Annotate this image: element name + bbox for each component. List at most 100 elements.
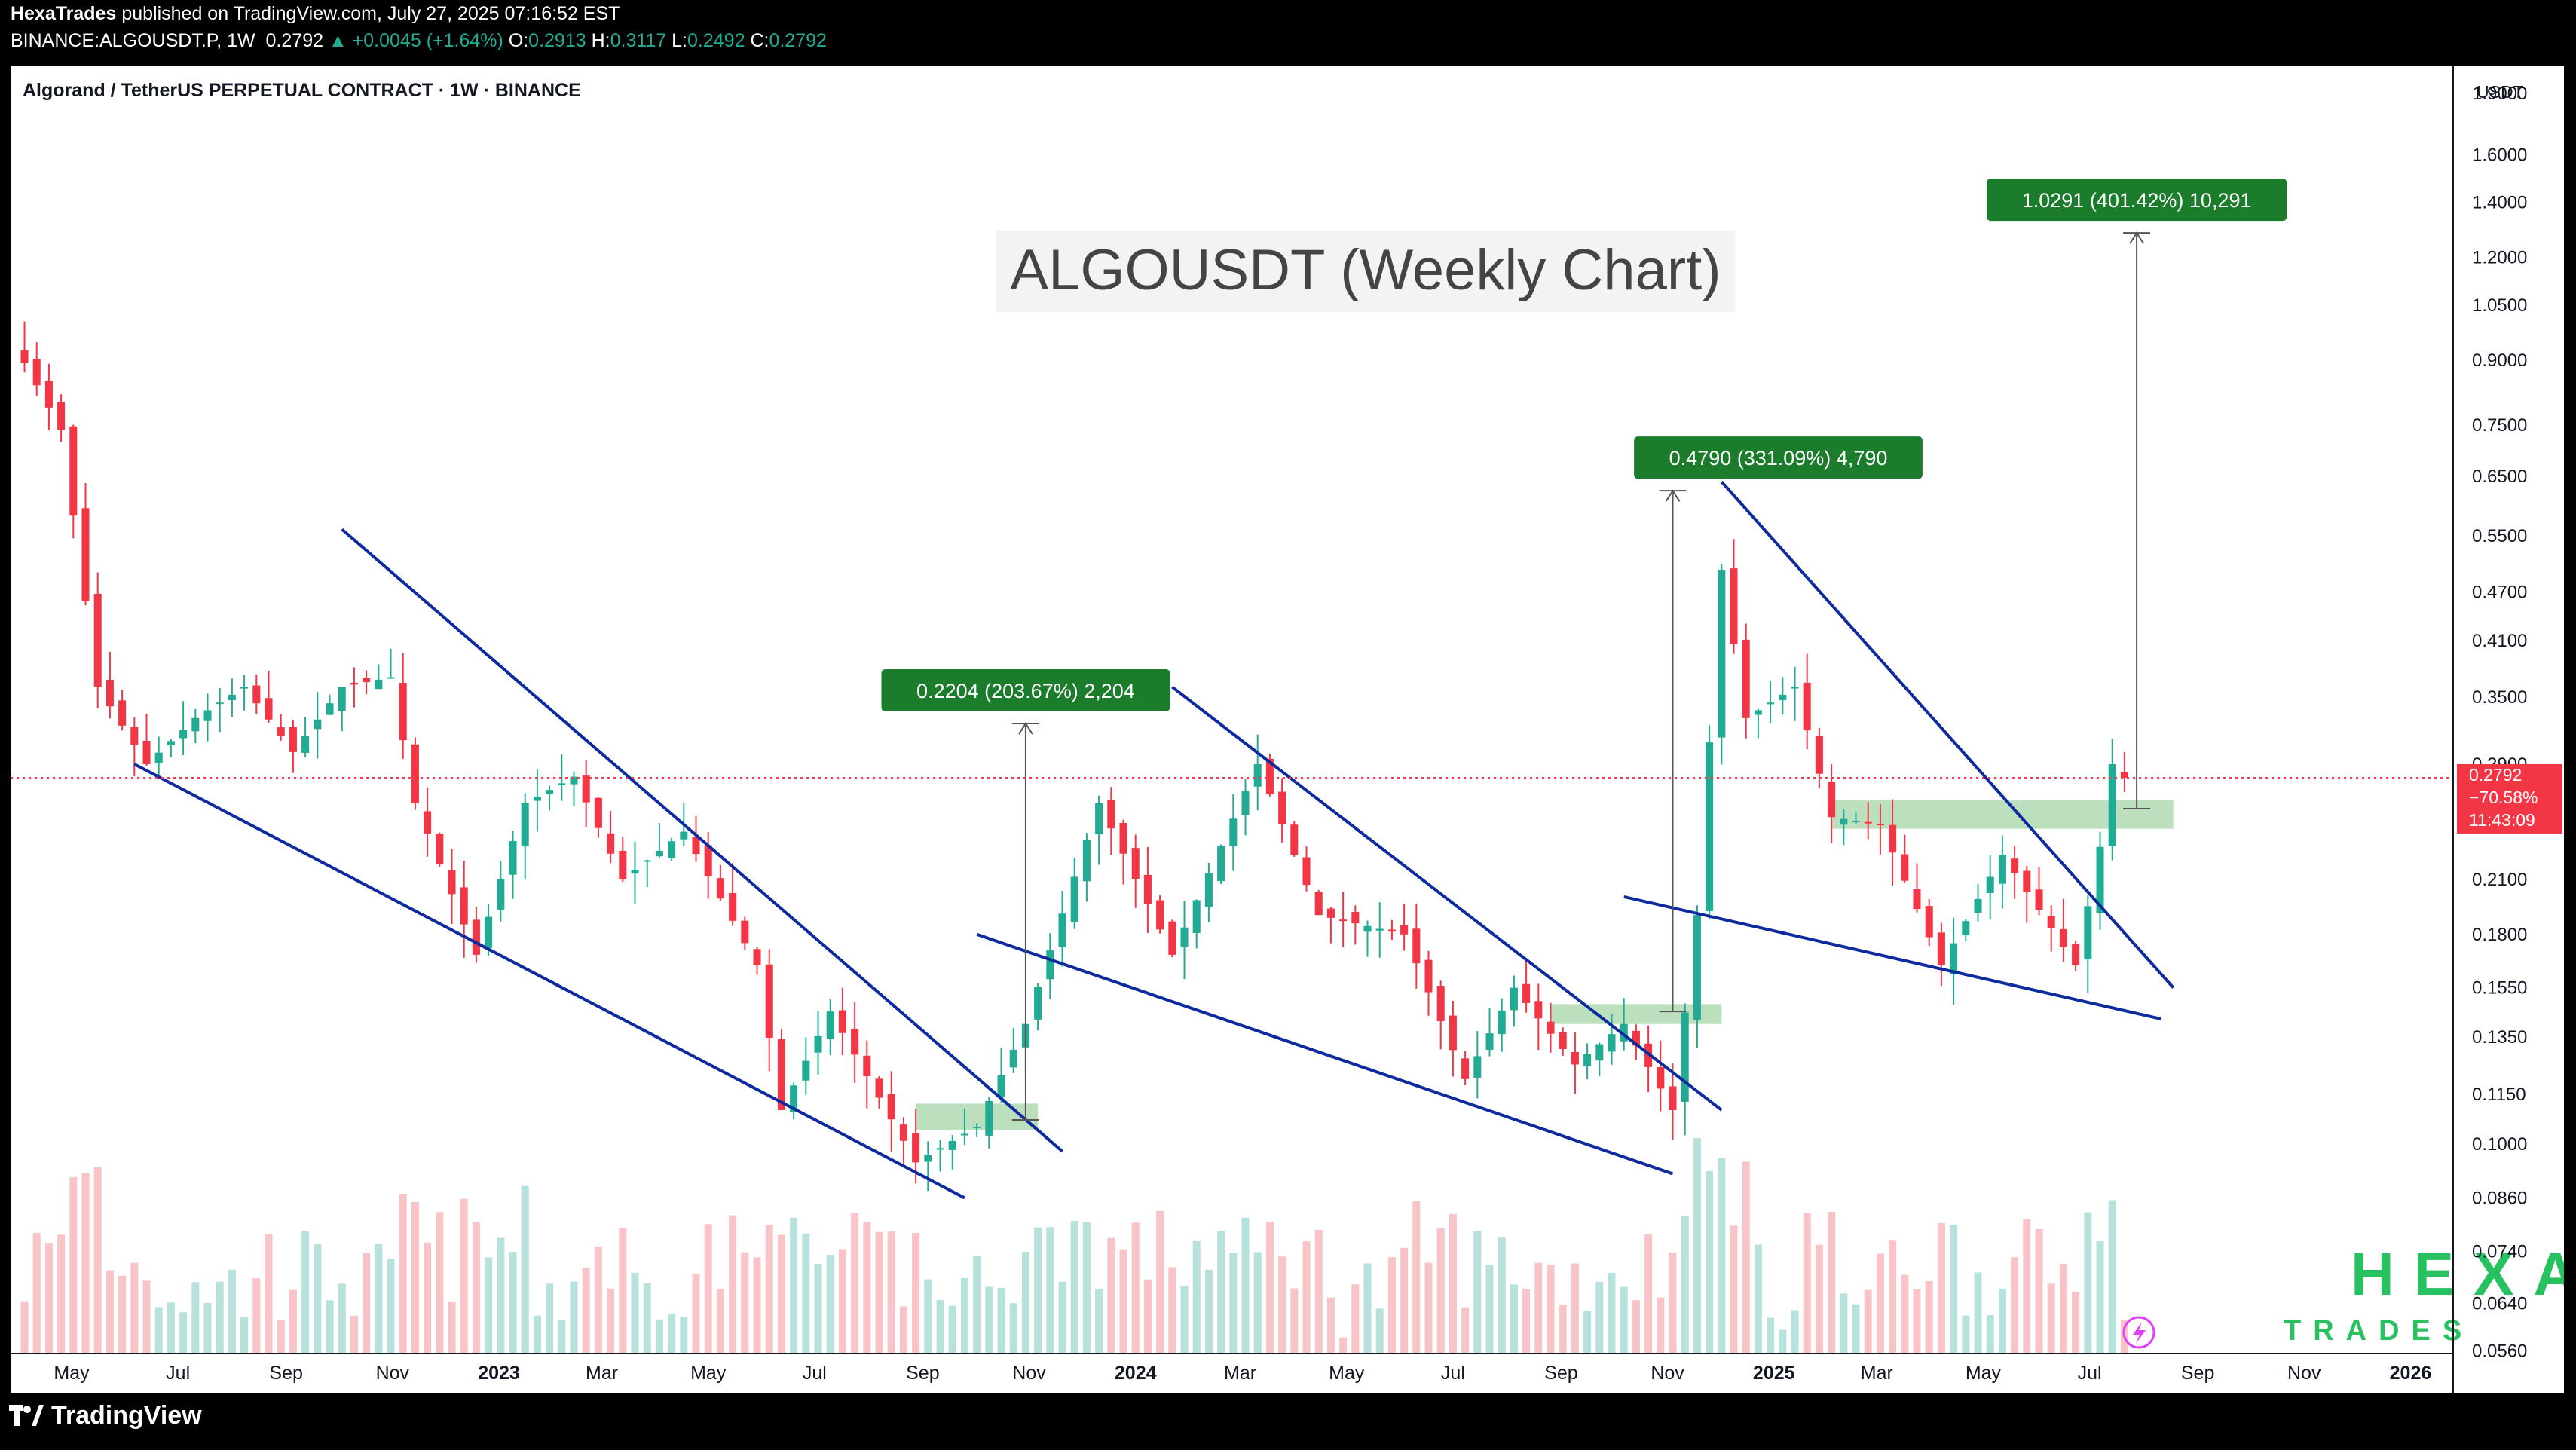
- volume-bar: [1706, 1170, 1714, 1354]
- price-tick-label: 0.0640: [2472, 1293, 2527, 1314]
- candle: [607, 833, 615, 854]
- volume-bar: [375, 1244, 383, 1354]
- up-arrow-icon: ▲: [328, 30, 347, 51]
- time-axis[interactable]: May Jul Sep Nov 2023 Mar May Jul Sep Nov 2024 Mar Ma…: [54, 1363, 2431, 1384]
- volume-bar: [1559, 1305, 1567, 1354]
- author-name[interactable]: HexaTrades: [11, 3, 117, 24]
- candle: [1131, 848, 1140, 879]
- volume-bar: [570, 1281, 578, 1354]
- candle: [1669, 1086, 1677, 1110]
- candle: [1424, 959, 1433, 993]
- volume-bar: [485, 1257, 493, 1354]
- candle: [106, 679, 114, 707]
- time-tick-label: Sep: [269, 1363, 302, 1384]
- candle: [1620, 1023, 1628, 1042]
- volume-bar: [203, 1302, 212, 1354]
- candle: [521, 803, 529, 847]
- price-chart[interactable]: 0.2204 (203.67%) 2,204 0.4790 (331.09%) 4…: [11, 66, 2576, 1393]
- volume-bar: [960, 1277, 968, 1354]
- candle: [93, 593, 102, 687]
- price-tick-label: 0.0560: [2472, 1341, 2527, 1362]
- candle: [1595, 1044, 1604, 1061]
- candle: [1779, 694, 1787, 701]
- candle: [1815, 736, 1823, 774]
- volume-bar: [1583, 1311, 1592, 1354]
- volume-bar: [44, 1243, 53, 1354]
- price-axis[interactable]: USDT 1.9000 1.6000 1.4000 1.2000 1.0500 0.900…: [2472, 82, 2527, 1362]
- candle: [130, 727, 139, 745]
- candle: [289, 727, 297, 752]
- volume-bar: [1387, 1257, 1396, 1354]
- logo-trades: TRADES: [2284, 1315, 2474, 1347]
- trendline: [1720, 480, 2175, 989]
- volume-bar: [1302, 1241, 1311, 1354]
- candle: [118, 700, 127, 726]
- candle: [375, 679, 383, 690]
- chart-panel[interactable]: 0.2204 (203.67%) 2,204 0.4790 (331.09%) 4…: [11, 66, 2576, 1393]
- candle: [1143, 874, 1152, 904]
- candle: [1449, 1015, 1457, 1051]
- publish-info: HexaTrades published on TradingView.com,…: [11, 3, 620, 25]
- candle: [497, 879, 505, 910]
- candle: [1791, 687, 1799, 689]
- candle: [851, 1029, 859, 1055]
- volume-bar: [1791, 1310, 1799, 1354]
- price-tick-label: 0.1150: [2472, 1084, 2526, 1105]
- candle: [2072, 944, 2080, 965]
- candle: [338, 687, 346, 711]
- volume-bar: [838, 1249, 846, 1354]
- volume-bar: [1253, 1252, 1262, 1354]
- candle: [2120, 772, 2128, 778]
- time-tick-label: Mar: [586, 1363, 618, 1384]
- candle: [252, 685, 261, 704]
- price-tick-label: 0.2100: [2472, 870, 2527, 890]
- time-tick-label: 2026: [2390, 1363, 2432, 1384]
- lightning-icon[interactable]: [2122, 1316, 2155, 1349]
- candle: [485, 916, 493, 948]
- price-tick-label: 0.5500: [2472, 526, 2527, 546]
- candle: [582, 775, 590, 803]
- tradingview-icon: [9, 1405, 44, 1426]
- volume-bar: [1534, 1262, 1543, 1354]
- price-tick-label: 1.9000: [2472, 84, 2527, 104]
- candle: [387, 677, 395, 679]
- candle: [1046, 950, 1054, 980]
- volume-bar: [2084, 1212, 2092, 1354]
- tradingview-logo[interactable]: TradingView: [9, 1400, 202, 1430]
- volume-bar: [118, 1275, 127, 1354]
- volume-bar: [826, 1254, 834, 1354]
- candle: [436, 833, 444, 864]
- volume-bar: [1204, 1269, 1213, 1354]
- candle: [1070, 876, 1078, 922]
- candle: [912, 1133, 920, 1163]
- support-zone: [1550, 1004, 1722, 1024]
- candle: [643, 860, 651, 862]
- price-tick-label: 1.2000: [2472, 248, 2527, 268]
- volume-bar: [643, 1283, 651, 1354]
- volume-bar: [1363, 1263, 1372, 1354]
- volume-bar: [1473, 1231, 1482, 1354]
- measure-label: 0.4790 (331.09%) 4,790: [1669, 447, 1888, 470]
- candle: [1314, 892, 1323, 916]
- volume-bar: [424, 1242, 432, 1354]
- volume-bar: [899, 1306, 907, 1354]
- price-tick-label: 0.9000: [2472, 350, 2527, 371]
- volume-bar: [1779, 1329, 1787, 1354]
- volume-bar: [314, 1244, 322, 1354]
- candle: [1767, 702, 1775, 705]
- price-tick-label: 0.1350: [2472, 1027, 2527, 1048]
- candle: [81, 508, 90, 601]
- volume-bar: [1901, 1274, 1909, 1354]
- trendline: [1171, 686, 1723, 1112]
- candle: [1485, 1033, 1494, 1050]
- time-tick-label: Nov: [376, 1363, 410, 1384]
- candle: [1901, 854, 1909, 881]
- volume-bar: [1925, 1280, 1933, 1354]
- volume-bar: [57, 1234, 66, 1354]
- volume-bar: [1070, 1220, 1078, 1354]
- time-tick-label: Mar: [1224, 1363, 1256, 1384]
- time-tick-label: 2024: [1115, 1363, 1157, 1384]
- axis-unit: USDT: [2477, 82, 2524, 102]
- ohlc-legend: BINANCE:ALGOUSDT.P, 1W 0.2792 ▲ +0.0045 …: [11, 30, 827, 52]
- time-tick-label: Sep: [906, 1363, 939, 1384]
